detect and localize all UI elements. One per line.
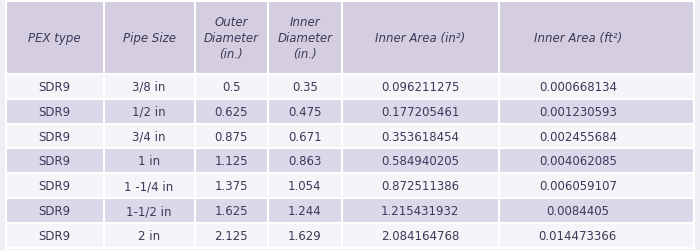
Text: 0.096211275: 0.096211275: [382, 80, 459, 94]
Text: 1.215431932: 1.215431932: [382, 204, 459, 217]
Text: 1.629: 1.629: [288, 229, 322, 242]
Bar: [6, 174, 694, 199]
Text: 2.125: 2.125: [214, 229, 248, 242]
Text: 0.5: 0.5: [222, 80, 241, 94]
Text: 0.000668134: 0.000668134: [539, 80, 617, 94]
Text: 1/2 in: 1/2 in: [132, 105, 166, 118]
Text: 2 in: 2 in: [138, 229, 160, 242]
Text: Inner Area (ft²): Inner Area (ft²): [533, 32, 622, 45]
Text: 1-1/2 in: 1-1/2 in: [127, 204, 172, 217]
Bar: [6, 223, 694, 248]
Text: 0.004062085: 0.004062085: [539, 155, 617, 168]
Text: 0.625: 0.625: [215, 105, 248, 118]
Text: 3/8 in: 3/8 in: [132, 80, 166, 94]
Text: Inner Area (in²): Inner Area (in²): [375, 32, 466, 45]
Text: SDR9: SDR9: [38, 155, 71, 168]
Text: SDR9: SDR9: [38, 105, 71, 118]
Text: SDR9: SDR9: [38, 130, 71, 143]
Text: 0.002455684: 0.002455684: [539, 130, 617, 143]
Text: SDR9: SDR9: [38, 180, 71, 192]
Text: 0.177205461: 0.177205461: [382, 105, 459, 118]
Bar: [6, 149, 694, 174]
Text: 0.872511386: 0.872511386: [382, 180, 459, 192]
Text: SDR9: SDR9: [38, 204, 71, 217]
Text: Outer
Diameter
(in.): Outer Diameter (in.): [204, 16, 259, 61]
Text: 0.353618454: 0.353618454: [382, 130, 459, 143]
Text: 1.054: 1.054: [288, 180, 321, 192]
Text: 0.671: 0.671: [288, 130, 322, 143]
Text: 0.014473366: 0.014473366: [539, 229, 617, 242]
Text: 1.375: 1.375: [215, 180, 248, 192]
Text: 3/4 in: 3/4 in: [132, 130, 166, 143]
Text: 1.125: 1.125: [214, 155, 248, 168]
Bar: [6, 198, 694, 223]
Text: 0.001230593: 0.001230593: [539, 105, 617, 118]
Text: SDR9: SDR9: [38, 80, 71, 94]
Text: 0.35: 0.35: [292, 80, 318, 94]
Text: 1 -1/4 in: 1 -1/4 in: [125, 180, 174, 192]
Bar: [6, 99, 694, 124]
Text: PEX type: PEX type: [28, 32, 81, 45]
Text: 1 in: 1 in: [138, 155, 160, 168]
Text: Pipe Size: Pipe Size: [122, 32, 176, 45]
Text: 0.006059107: 0.006059107: [539, 180, 617, 192]
Text: 1.244: 1.244: [288, 204, 322, 217]
Text: 2.084164768: 2.084164768: [382, 229, 459, 242]
Bar: [6, 74, 694, 99]
Bar: [6, 2, 694, 74]
Text: 0.875: 0.875: [215, 130, 248, 143]
Text: 0.0084405: 0.0084405: [547, 204, 609, 217]
Text: 1.625: 1.625: [214, 204, 248, 217]
Text: 0.863: 0.863: [288, 155, 321, 168]
Text: 0.584940205: 0.584940205: [382, 155, 459, 168]
Text: SDR9: SDR9: [38, 229, 71, 242]
Text: 0.475: 0.475: [288, 105, 321, 118]
Text: Inner
Diameter
(in.): Inner Diameter (in.): [277, 16, 332, 61]
Bar: [6, 124, 694, 149]
